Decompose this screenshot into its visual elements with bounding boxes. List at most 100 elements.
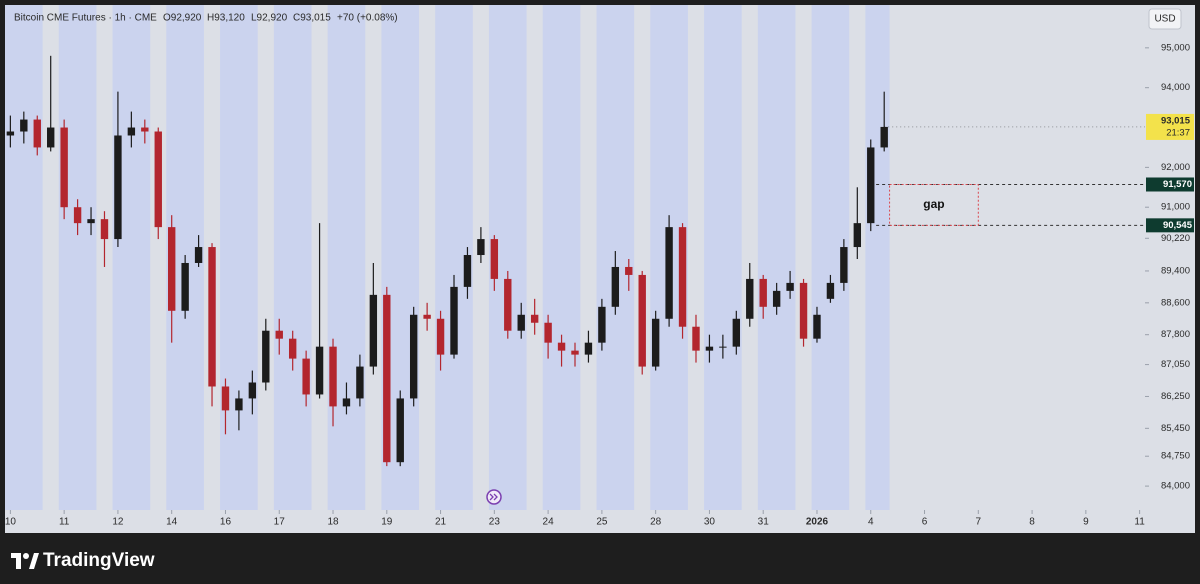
y-tick-label: 91,000 (1161, 202, 1190, 213)
y-tick-label: 89,400 (1161, 265, 1190, 276)
x-tick-label: 16 (220, 517, 232, 528)
x-tick-label: 21 (435, 517, 447, 528)
session-band (5, 5, 43, 510)
candle-body (759, 278, 767, 307)
candle-body (651, 318, 660, 367)
candle-body (584, 342, 593, 355)
candle-body (356, 366, 364, 399)
candle-body (786, 282, 794, 291)
session-band (704, 5, 742, 510)
candle-body (87, 219, 95, 224)
level-label-box (1146, 218, 1194, 233)
session-band (542, 5, 581, 510)
axes: 10 11 12 14 16 17 18 19 21 23 24 25 28 30 31 2026 4 6 7 8 9 1… (5, 42, 1194, 528)
candle-body (47, 127, 55, 148)
candle-body (221, 386, 230, 411)
session-band (112, 5, 151, 510)
level-label: 90,545 (1163, 220, 1193, 231)
x-tick-label: 17 (274, 517, 286, 528)
candle-body (100, 219, 109, 240)
candle-body (262, 330, 270, 383)
candle-body (490, 239, 499, 279)
currency-button[interactable] (1148, 8, 1182, 30)
candle-body (625, 266, 633, 275)
candle-body (853, 223, 862, 248)
candle-body (719, 346, 727, 348)
candle-body (867, 147, 875, 224)
ohlc-low: L92,920 (251, 13, 288, 24)
x-tick-label: 31 (758, 517, 770, 528)
candle-body (557, 342, 566, 351)
session-band (865, 5, 890, 510)
x-tick-label: 7 (976, 517, 982, 528)
session-band (327, 5, 366, 510)
candle-body (826, 282, 835, 299)
gap-label: gap (923, 197, 944, 211)
currency[interactable]: USD (1154, 14, 1175, 25)
candle-body (6, 131, 15, 136)
symbol: Bitcoin CME Futures · 1h · CME (14, 13, 157, 24)
x-tick-label: 2026 (806, 517, 829, 528)
ohlc-open: O92,920 (163, 13, 202, 24)
candle-body (369, 294, 378, 367)
y-tick-label: 94,000 (1161, 82, 1190, 93)
x-tick-label: 14 (166, 517, 178, 528)
candle-body (235, 398, 243, 411)
candle-body (288, 338, 297, 359)
candle-body (248, 382, 257, 399)
candle-body (194, 247, 203, 263)
candle-body (598, 306, 606, 343)
candle-body (665, 227, 673, 319)
y-tick-label: 92,000 (1161, 162, 1190, 173)
candle-body (33, 119, 41, 148)
candle-body (302, 358, 310, 395)
countdown: 21:37 (1166, 127, 1190, 138)
candle-body (315, 346, 324, 395)
change: +70 (+0.08%) (337, 13, 398, 24)
jump-icon[interactable] (486, 489, 502, 505)
x-tick-label: 30 (704, 517, 716, 528)
plot-area (6, 55, 1145, 467)
session-band (58, 5, 97, 510)
level-label-box (1146, 177, 1194, 192)
x-tick-label: 19 (381, 517, 393, 528)
candle-body (638, 274, 646, 367)
x-tick-label: 28 (650, 517, 662, 528)
x-tick-label: 23 (489, 517, 501, 528)
candle-body (772, 290, 781, 307)
candle-body (168, 227, 176, 311)
brand-logo (11, 553, 39, 569)
session-band (273, 5, 312, 510)
candle-body (275, 330, 283, 339)
candle-body (383, 294, 391, 463)
x-tick-label: 6 (922, 517, 928, 528)
candle-body (611, 266, 620, 307)
candle-body (396, 398, 404, 463)
ohlc-high: H93,120 (207, 13, 245, 24)
x-tick-label: 11 (59, 517, 70, 528)
y-tick-label: 84,750 (1161, 451, 1190, 462)
candle-body (517, 314, 525, 331)
candle-body (571, 350, 579, 355)
candle-body (477, 239, 485, 256)
candle-body (20, 119, 28, 132)
candle-body (73, 207, 82, 224)
y-tick-label: 87,800 (1161, 329, 1190, 340)
x-tick-label: 12 (112, 517, 124, 528)
session-band (757, 5, 796, 510)
y-tick-label: 87,050 (1161, 359, 1190, 370)
candle-body (530, 314, 539, 323)
candle-body (342, 398, 351, 407)
level-label: 91,570 (1163, 179, 1192, 190)
candle-body (746, 278, 754, 319)
x-tick-label: 8 (1029, 517, 1035, 528)
x-tick-label: 18 (327, 517, 339, 528)
last-price-label: 93,015 (1161, 115, 1191, 126)
y-tick-label: 84,000 (1161, 481, 1190, 492)
y-tick-label: 95,000 (1161, 42, 1190, 53)
candle-body (208, 247, 216, 387)
candle-body (409, 314, 418, 399)
ohlc-close: C93,015 (293, 13, 331, 24)
